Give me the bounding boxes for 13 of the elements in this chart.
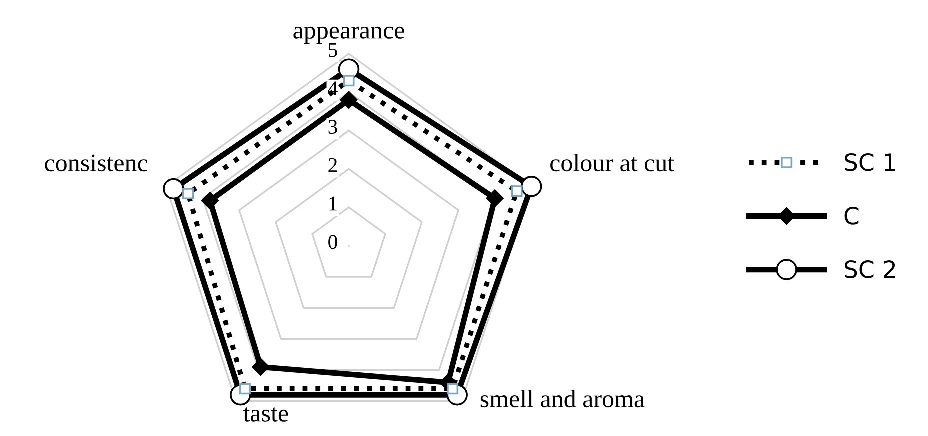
legend-label: SC 2 bbox=[845, 260, 896, 278]
spoke-label: taste bbox=[243, 408, 288, 422]
spoke-label: appearance bbox=[294, 26, 404, 44]
y-tick-label: 1 bbox=[330, 196, 337, 211]
legend-label: C bbox=[844, 206, 859, 225]
spoke-label: consistenc bbox=[45, 154, 148, 172]
spoke-label: smell and aroma bbox=[480, 390, 645, 408]
y-tick-label: 3 bbox=[328, 120, 338, 134]
y-tick-label: 0 bbox=[328, 235, 338, 250]
y-tick-label: 2 bbox=[328, 158, 338, 172]
legend-label: SC 1 bbox=[845, 153, 896, 172]
y-tick-label: 5 bbox=[329, 43, 338, 58]
spoke-label: colour at cut bbox=[550, 154, 674, 172]
